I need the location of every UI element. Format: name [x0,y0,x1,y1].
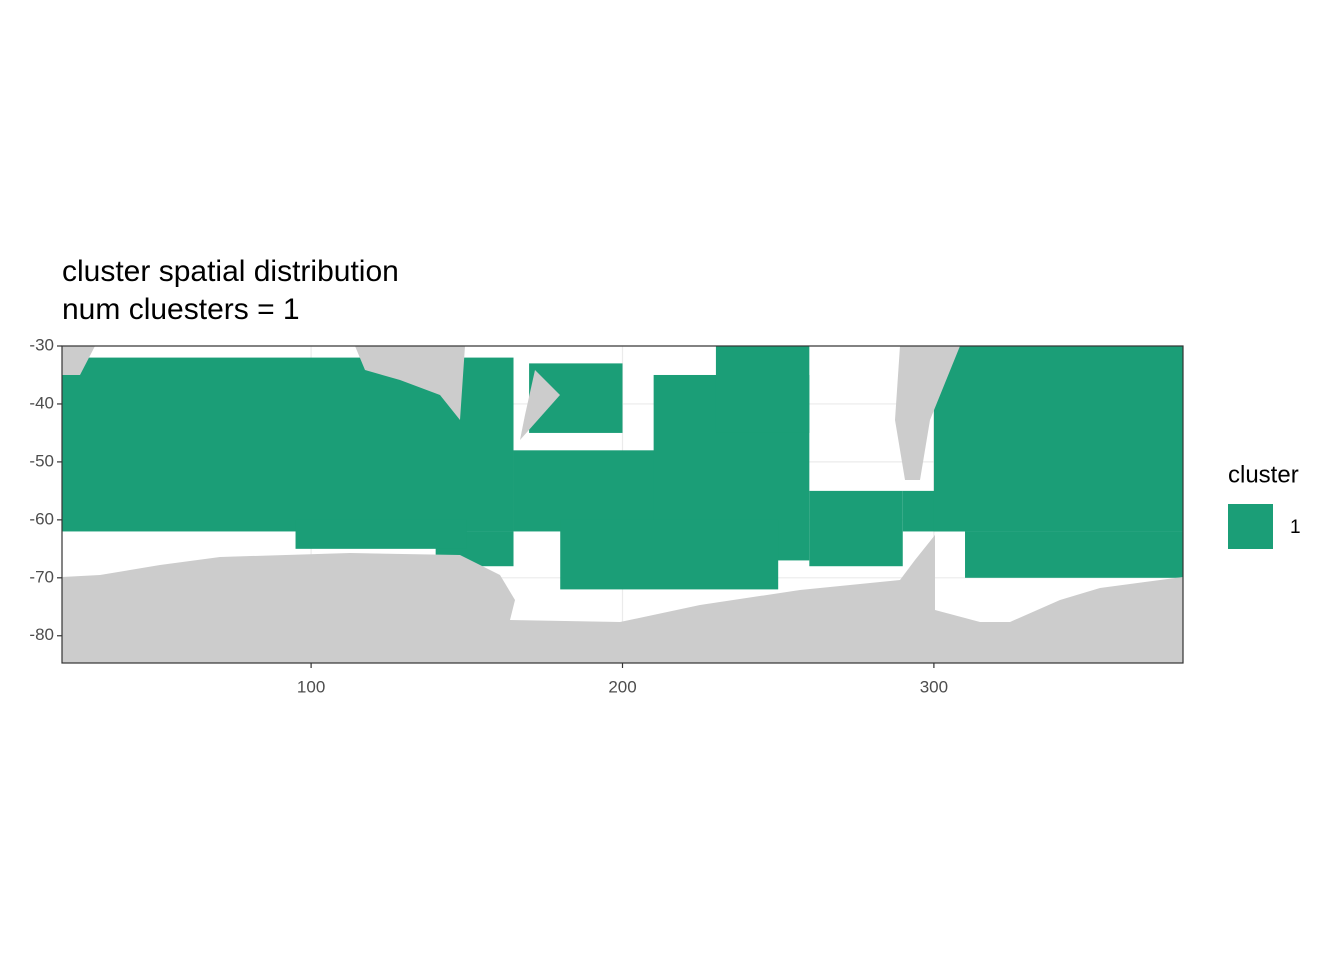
antarctica [62,535,1183,663]
axes: -80 -70 -60 -50 -40 -30 100 200 300 [29,335,948,696]
land [62,346,1183,663]
south-america [895,346,960,480]
chart-subtitle: num cluesters = 1 [62,293,300,326]
cluster-region [295,519,467,549]
new-zealand [520,370,560,440]
y-tick-label: -30 [29,335,54,354]
legend: cluster 1 [1228,461,1301,549]
tiles [62,346,1183,590]
legend-key [1228,504,1273,549]
africa [62,346,95,375]
x-tick-label: 100 [297,677,325,696]
x-tick-label: 300 [920,677,948,696]
y-tick-label: -80 [29,625,54,644]
cluster-region [965,531,1183,578]
australia [355,346,465,420]
cluster-region [513,450,670,532]
y-tick-label: -70 [29,567,54,586]
y-tick-label: -50 [29,451,54,470]
cluster-region [560,519,779,590]
x-tick-label: 200 [608,677,636,696]
chart-title: cluster spatial distribution [62,255,399,288]
legend-title: cluster [1228,461,1299,488]
y-tick-label: -60 [29,509,54,528]
cluster-region [809,490,903,567]
y-tick-label: -40 [29,393,54,412]
legend-label: 1 [1290,517,1301,538]
cluster-region [715,346,810,433]
cluster-region [933,346,1183,532]
